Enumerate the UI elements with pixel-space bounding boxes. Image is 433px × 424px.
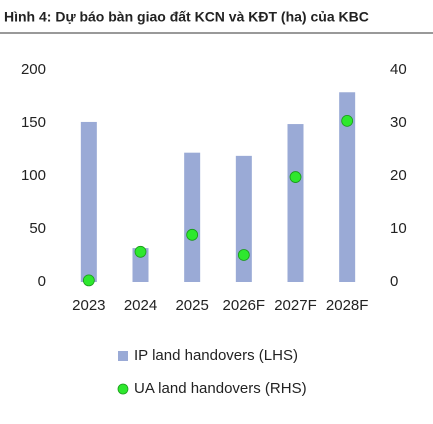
y-tick-label: 50 (29, 220, 46, 237)
y-tick-label: 200 (21, 61, 46, 78)
x-tick-label: 2025 (175, 297, 208, 314)
legend-label: IP land handovers (LHS) (134, 347, 298, 364)
x-tick-label: 2027F (274, 297, 317, 314)
bar (287, 124, 304, 282)
bar (132, 248, 149, 282)
y2-tick-label: 40 (390, 61, 407, 78)
bar (80, 121, 97, 282)
dot (186, 228, 199, 241)
y-tick-label: 150 (21, 114, 46, 131)
legend-swatch (118, 351, 128, 361)
bar (235, 155, 252, 282)
y2-tick-label: 10 (390, 220, 407, 237)
dot (82, 274, 95, 287)
y2-tick-label: 20 (390, 167, 407, 184)
bar (184, 152, 201, 282)
dot (341, 114, 354, 127)
dot (134, 245, 147, 258)
x-tick-label: 2026F (223, 297, 266, 314)
x-tick-label: 2024 (124, 297, 157, 314)
y-tick-label: 100 (21, 167, 46, 184)
dot (237, 249, 250, 261)
dot (289, 171, 302, 183)
chart-title: Hình 4: Dự báo bàn giao đất KCN và KĐT (… (4, 9, 369, 25)
y-tick-label: 0 (38, 273, 46, 290)
legend-swatch (117, 383, 129, 395)
x-tick-label: 2023 (72, 297, 105, 314)
y2-tick-label: 30 (390, 114, 407, 131)
y2-tick-label: 0 (390, 273, 398, 290)
x-tick-label: 2028F (326, 297, 369, 314)
bar (339, 92, 356, 282)
legend-label: UA land handovers (RHS) (134, 380, 307, 397)
